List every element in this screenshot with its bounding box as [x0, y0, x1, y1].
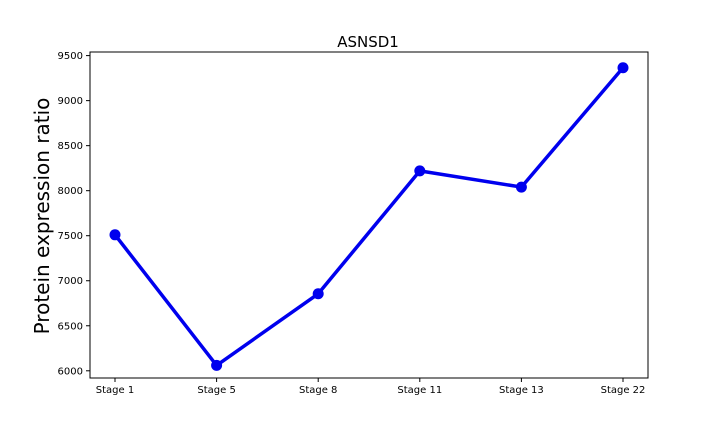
- x-tick-label: Stage 22: [601, 385, 646, 396]
- data-point-marker: [211, 359, 223, 371]
- y-tick-label: 7500: [58, 231, 83, 242]
- y-axis-label: Protein expression ratio: [30, 98, 54, 335]
- y-tick-label: 8500: [58, 141, 83, 152]
- chart-title: ASNSD1: [337, 33, 399, 51]
- x-tick-label: Stage 1: [96, 385, 134, 396]
- y-tick-label: 8000: [58, 186, 83, 197]
- data-point-marker: [617, 62, 629, 74]
- x-tick-label: Stage 5: [197, 385, 235, 396]
- series-layer: [109, 62, 629, 371]
- plot-area-frame: [89, 51, 649, 379]
- y-axis-ticks: 6000 6500 7000 7500 8000 8500 9000 9500: [58, 51, 90, 377]
- y-tick-label: 9000: [58, 96, 83, 107]
- x-axis-ticks: Stage 1 Stage 5 Stage 8 Stage 11 Stage 13 Sta…: [96, 378, 646, 396]
- x-tick-label: Stage 11: [397, 385, 442, 396]
- series-line: [113, 66, 625, 368]
- y-tick-label: 6000: [58, 366, 83, 377]
- x-tick-label: Stage 13: [499, 385, 544, 396]
- data-point-marker: [515, 181, 527, 193]
- x-tick-label: Stage 8: [299, 385, 337, 396]
- y-tick-label: 7000: [58, 276, 83, 287]
- y-tick-label: 6500: [58, 321, 83, 332]
- y-tick-label: 9500: [58, 51, 83, 62]
- data-point-marker: [312, 288, 324, 300]
- data-point-marker: [414, 165, 426, 177]
- data-point-marker: [109, 229, 121, 241]
